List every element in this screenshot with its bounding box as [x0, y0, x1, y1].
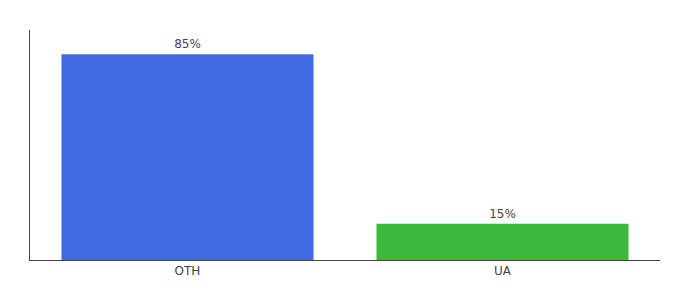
svg-text:85%: 85%	[174, 37, 201, 51]
svg-text:15%: 15%	[489, 207, 516, 221]
svg-text:UA: UA	[494, 264, 512, 278]
svg-text:OTH: OTH	[175, 264, 201, 278]
